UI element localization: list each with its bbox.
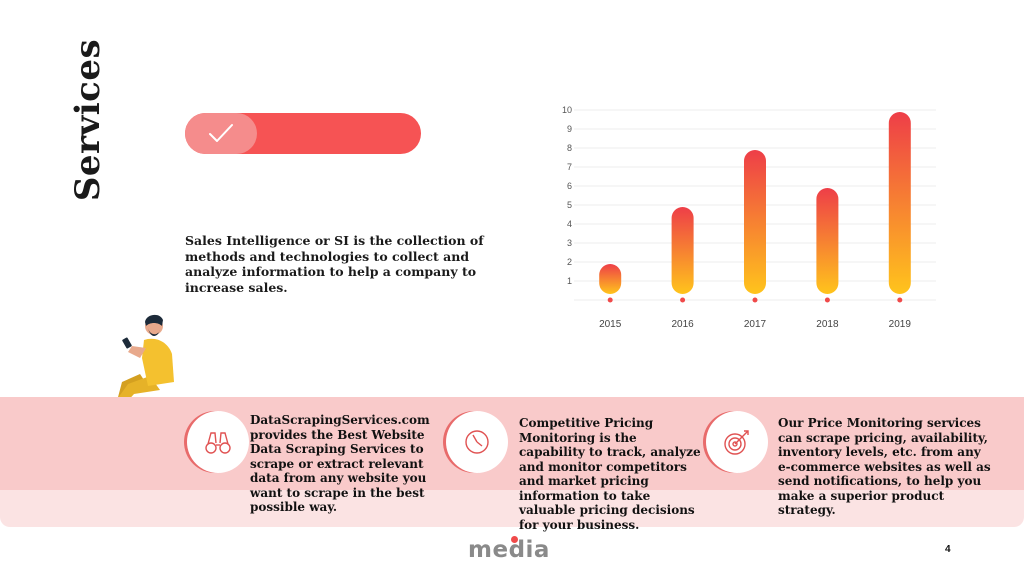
- features-band: [0, 397, 1024, 490]
- y-tick-label: 6: [567, 181, 572, 191]
- bar-2015: [599, 264, 622, 294]
- bar-2016: [671, 207, 694, 294]
- y-tick-label: 5: [567, 200, 572, 210]
- toggle-pill[interactable]: [185, 113, 421, 154]
- bar-2019: [888, 112, 911, 294]
- bar-dot: [607, 297, 613, 303]
- feature-clock-circle: [446, 411, 508, 473]
- bar-dot: [680, 297, 686, 303]
- toggle-knob[interactable]: [185, 113, 257, 154]
- bar-dot: [897, 297, 903, 303]
- bar-2017: [744, 150, 766, 294]
- y-tick-label: 4: [567, 219, 572, 229]
- slide-title: Services: [58, 38, 118, 202]
- x-tick-label: 2017: [744, 319, 767, 330]
- feature-text-2: Competitive Pricing Monitoring is the ca…: [519, 416, 701, 532]
- y-tick-label: 10: [562, 105, 572, 115]
- y-tick-label: 7: [567, 162, 572, 172]
- feature-text-3: Our Price Monitoring services can scrape…: [778, 416, 991, 517]
- x-tick-label: 2018: [816, 319, 839, 330]
- logo-dot: [511, 536, 518, 543]
- page-number: 4: [945, 544, 951, 555]
- clock-icon: [465, 430, 489, 454]
- company-logo: media: [468, 536, 550, 563]
- slide-title-text: Services: [68, 38, 108, 202]
- bar-dot: [824, 297, 830, 303]
- bar-chart: 1 2 3 4 5 6 7 8 9 10 2015 2016 2017 2018 2019: [562, 105, 936, 330]
- bar-dot: [752, 297, 758, 303]
- y-tick-label: 9: [567, 124, 572, 134]
- x-tick-label: 2019: [889, 319, 912, 330]
- binoculars-icon: [205, 432, 231, 454]
- features-band-bottom: [0, 490, 1024, 527]
- logo-text: media: [468, 537, 550, 563]
- target-icon: [724, 430, 749, 455]
- intro-text: Sales Intelligence or SI is the collecti…: [185, 233, 484, 295]
- y-tick-label: 1: [567, 276, 572, 286]
- y-tick-label: 8: [567, 143, 572, 153]
- bar-2018: [816, 188, 839, 294]
- feature-target-circle: [706, 411, 768, 473]
- y-tick-label: 2: [567, 257, 572, 267]
- checkmark-icon: [209, 124, 233, 142]
- feature-binoculars-circle: [187, 411, 249, 473]
- y-tick-label: 3: [567, 238, 572, 248]
- x-tick-label: 2016: [671, 319, 694, 330]
- feature-text-1: DataScrapingServices.com provides the Be…: [250, 413, 430, 514]
- x-tick-label: 2015: [599, 319, 622, 330]
